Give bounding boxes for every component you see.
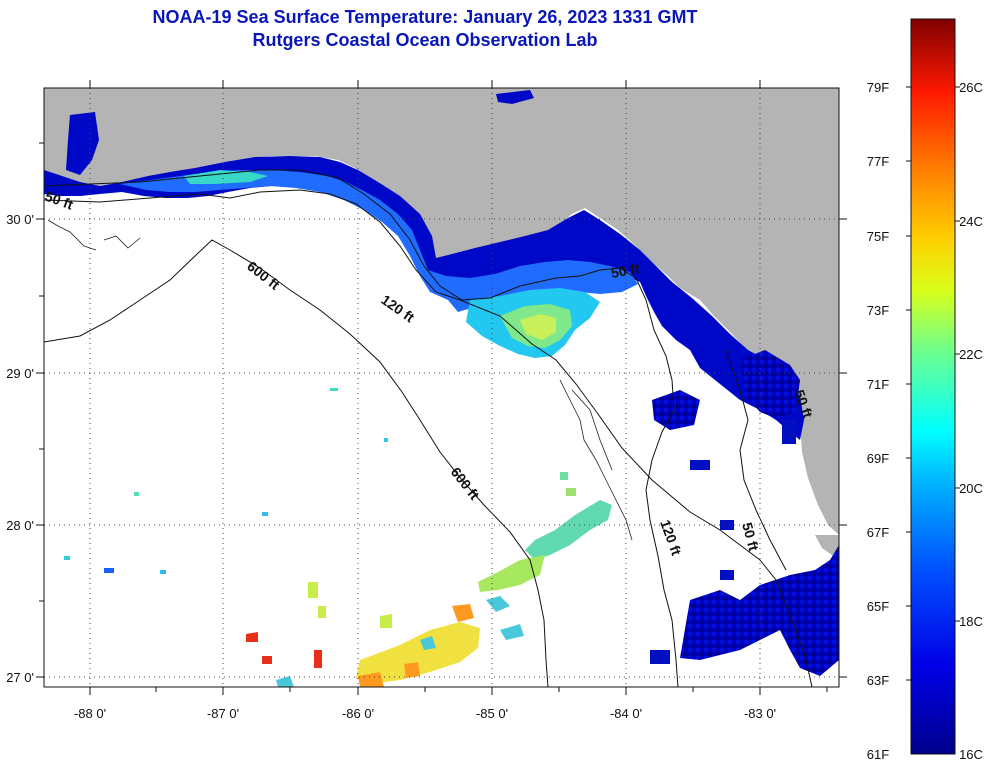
lon-tick-label: -83 0' [744, 706, 776, 721]
sst-dark-patch-east [652, 390, 700, 430]
colorbar-label-f: 65F [867, 599, 889, 614]
coastline-detail [47, 219, 633, 541]
sst-dark-patch-bay [496, 90, 534, 104]
sst-speck [720, 520, 734, 530]
sst-speck [262, 512, 268, 516]
lat-tick-label: 29 0' [6, 366, 34, 381]
lon-tick-label: -86 0' [342, 706, 374, 721]
sst-patch-south-red [246, 632, 322, 668]
sst-speck [720, 570, 734, 580]
sst-patch-south-yellow [356, 622, 480, 684]
colorbar-label-f: 77F [867, 154, 889, 169]
sst-speck [104, 568, 114, 573]
colorbar-label-f: 67F [867, 525, 889, 540]
lat-tick-label: 30 0' [6, 212, 34, 227]
colorbar-label-c: 16C [959, 747, 983, 762]
depth-label: 50 ft [610, 260, 641, 281]
lon-tick-label: -84 0' [610, 706, 642, 721]
sst-patch-south-green [478, 555, 545, 592]
land-area-se [815, 535, 839, 560]
colorbar-label-f: 69F [867, 451, 889, 466]
lon-tick-label: -87 0' [207, 706, 239, 721]
colorbar-ticks [906, 86, 960, 681]
map-plot-area: 50 ft 600 ft 120 ft 600 ft 120 ft 50 ft … [44, 88, 839, 687]
sst-dark-patch-se [680, 545, 839, 676]
sst-speck [782, 420, 796, 444]
contour-50ft-inner [725, 349, 787, 571]
map-title: NOAA-19 Sea Surface Temperature: January… [152, 7, 698, 27]
sst-speck [134, 492, 139, 496]
colorbar-label-f: 71F [867, 377, 889, 392]
sst-tongue-yellowgreen [520, 314, 556, 340]
depth-label: 50 ft [739, 521, 762, 553]
sst-band-light-blue [120, 170, 638, 312]
contour-120ft [44, 169, 679, 687]
colorbar-label-c: 20C [959, 481, 983, 496]
colorbar [910, 18, 956, 755]
sst-speck [566, 488, 576, 496]
sst-speck [384, 438, 388, 442]
title-block: NOAA-19 Sea Surface Temperature: January… [0, 6, 850, 52]
sst-dark-patch-nw [66, 112, 99, 175]
sst-patch-south-orange [358, 604, 474, 687]
lat-tick-label: 28 0' [6, 518, 34, 533]
lat-tick-label: 27 0' [6, 670, 34, 685]
sst-patch-south-cyan [525, 500, 612, 560]
contour-50ft [44, 189, 813, 687]
sst-speck [560, 472, 568, 480]
colorbar-label-c: 24C [959, 214, 983, 229]
sst-speck [160, 570, 166, 574]
map-subtitle: Rutgers Coastal Ocean Observation Lab [252, 30, 598, 50]
lon-tick-label: -85 0' [476, 706, 508, 721]
sst-speck [64, 556, 70, 560]
land-area [44, 88, 839, 535]
sst-streak-teal [184, 170, 268, 184]
sst-patch-south-lime [308, 582, 392, 628]
colorbar-label-f: 79F [867, 80, 889, 95]
sst-band-dark-blue [44, 156, 804, 440]
colorbar-label-f: 63F [867, 673, 889, 688]
colorbar-label-f: 73F [867, 303, 889, 318]
colorbar-label-c: 22C [959, 347, 983, 362]
contour-600ft [44, 239, 549, 687]
sst-speck [650, 650, 670, 664]
map-frame [43, 87, 840, 688]
colorbar-label-c: 18C [959, 614, 983, 629]
sst-patch-south-teal [276, 596, 524, 687]
colorbar-label-f: 75F [867, 229, 889, 244]
sst-speck [690, 460, 710, 470]
lon-tick-label: -88 0' [74, 706, 106, 721]
sst-dark-patch-ne [740, 350, 800, 420]
colorbar-label-c: 26C [959, 80, 983, 95]
axis-ticks [36, 80, 847, 695]
sst-speck [330, 388, 338, 391]
colorbar-label-f: 61F [867, 747, 889, 762]
